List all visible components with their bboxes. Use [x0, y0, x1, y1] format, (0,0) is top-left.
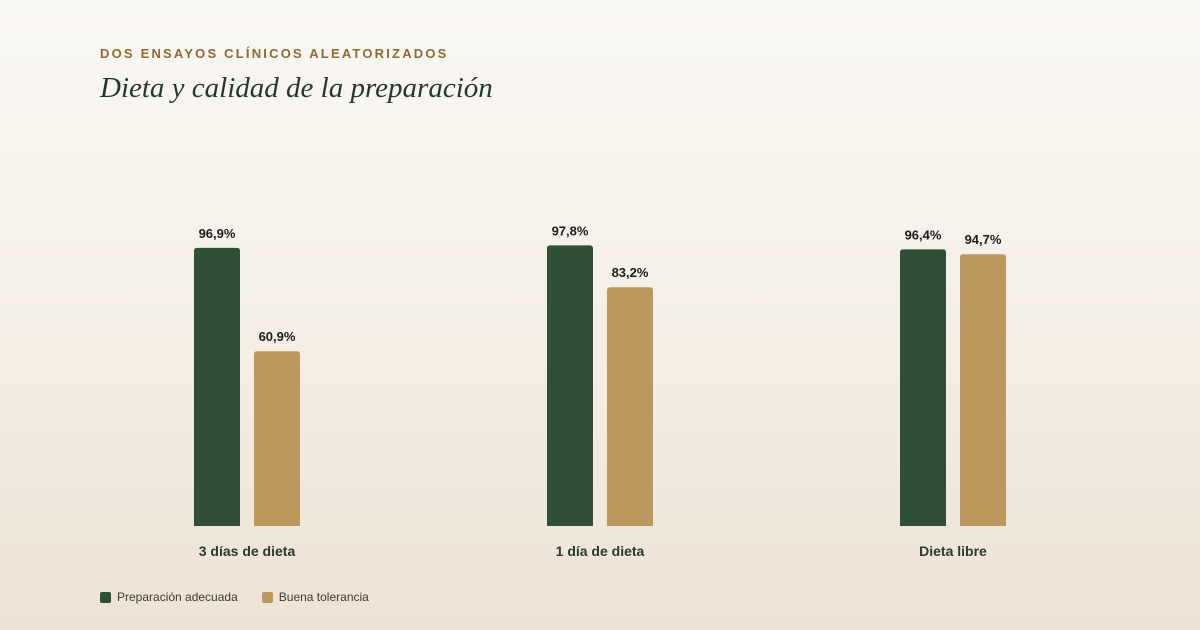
- legend-label-preparacion: Preparación adecuada: [117, 590, 238, 604]
- category-label-1: 1 día de dieta: [556, 543, 645, 559]
- data-label-tolerancia-0: 60,9%: [259, 329, 296, 344]
- legend-label-tolerancia: Buena tolerancia: [278, 590, 369, 604]
- legend-swatch-tolerancia: [261, 591, 273, 603]
- bar-tolerancia-0: [254, 351, 300, 526]
- data-label-preparacion-2: 96,4%: [905, 227, 942, 242]
- data-label-tolerancia-2: 94,7%: [965, 232, 1002, 247]
- category-label-2: Dieta libre: [919, 543, 987, 559]
- bar-preparacion-0: [194, 247, 240, 526]
- bar-tolerancia-1: [607, 287, 653, 526]
- data-label-tolerancia-1: 83,2%: [612, 265, 649, 280]
- bar-preparacion-1: [547, 245, 593, 526]
- legend-item-tolerancia: Buena tolerancia: [261, 590, 369, 604]
- chart-legend: Preparación adecuada Buena tolerancia: [100, 590, 369, 604]
- chart-kicker: DOS ENSAYOS CLÍNICOS ALEATORIZADOS: [100, 46, 449, 61]
- category-label-0: 3 días de dieta: [199, 543, 296, 559]
- bar-tolerancia-2: [960, 254, 1006, 526]
- bar-preparacion-2: [900, 249, 946, 526]
- data-label-preparacion-1: 97,8%: [552, 223, 589, 238]
- data-label-preparacion-0: 96,9%: [199, 226, 236, 241]
- legend-item-preparacion: Preparación adecuada: [100, 590, 238, 604]
- chart-title: Dieta y calidad de la preparación: [100, 72, 493, 104]
- legend-swatch-preparacion: [100, 591, 111, 603]
